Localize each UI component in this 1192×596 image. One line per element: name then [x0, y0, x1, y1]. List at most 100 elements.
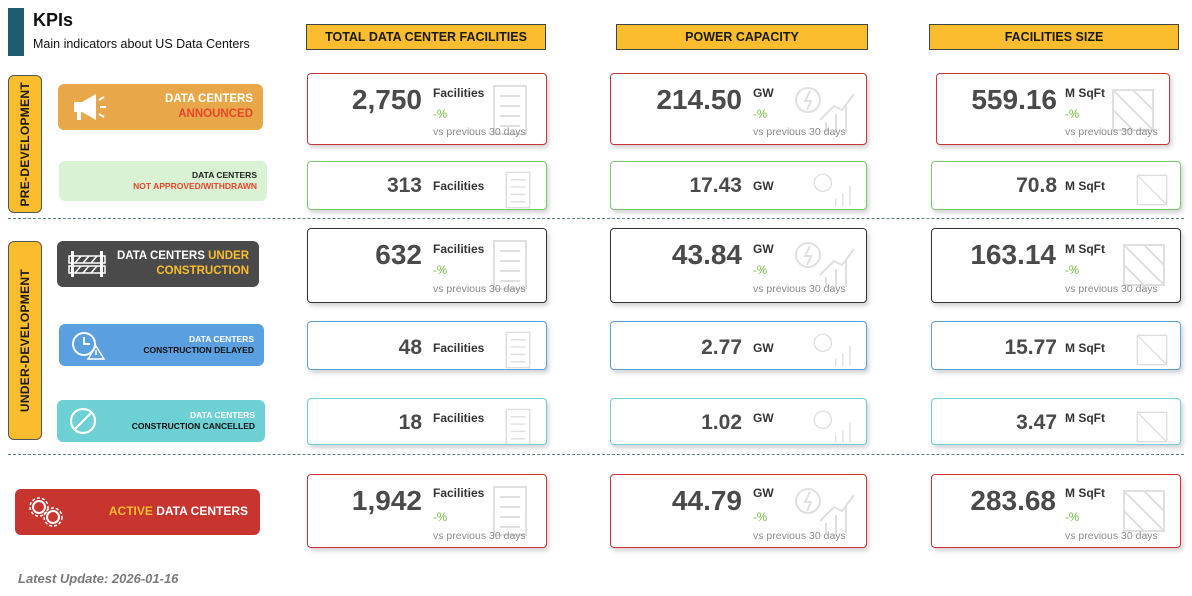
kpi-change: -%: [753, 109, 768, 121]
kpi-unit: Facilities: [433, 179, 485, 193]
category-construction-cancelled[interactable]: DATA CENTERS CONSTRUCTION CANCELLED: [57, 400, 265, 442]
kpi-unit: GW: [753, 242, 774, 256]
category-label-highlight: UNDER: [208, 250, 249, 263]
server-icon: [493, 486, 527, 536]
area-icon: [1136, 411, 1168, 443]
server-icon: [505, 408, 531, 444]
kpi-unit: M SqFt: [1065, 411, 1105, 425]
clock-warning-icon: [72, 332, 106, 360]
kpi-value: 559.16: [971, 84, 1057, 115]
kpi-unit: Facilities: [433, 486, 485, 500]
kpi-unit: Facilities: [433, 411, 485, 425]
area-icon: [1112, 89, 1154, 131]
kpi-card-delayed-size[interactable]: 15.77 M SqFt: [931, 321, 1181, 370]
megaphone-icon: [74, 94, 106, 120]
kpi-card-cancelled-facilities[interactable]: 18 Facilities: [307, 398, 547, 445]
kpi-card-not-approved-power[interactable]: 17.43 GW: [610, 161, 867, 210]
kpi-unit: GW: [753, 411, 774, 425]
section-divider: [8, 218, 1184, 219]
power-chart-icon: [795, 87, 855, 132]
kpi-unit: Facilities: [433, 86, 485, 100]
server-icon: [505, 331, 531, 369]
kpi-card-active-size[interactable]: 283.68 M SqFt -% vs previous 30 days: [931, 474, 1181, 548]
kpi-unit: GW: [753, 486, 774, 500]
kpi-card-announced-size[interactable]: 559.16 M SqFt -% vs previous 30 days: [936, 73, 1170, 145]
kpi-change: -%: [433, 265, 448, 277]
kpi-value: 3.47: [1016, 411, 1057, 434]
kpi-value: 163.14: [970, 239, 1056, 270]
kpi-value: 70.8: [1016, 174, 1057, 197]
barrier-icon: [68, 251, 106, 277]
kpi-value: 632: [375, 239, 422, 270]
kpi-value: 214.50: [656, 84, 742, 115]
kpi-card-construction-size[interactable]: 163.14 M SqFt -% vs previous 30 days: [931, 228, 1181, 303]
server-icon: [505, 171, 531, 209]
power-chart-icon: [795, 488, 855, 533]
category-label: DATA CENTERS: [152, 504, 248, 519]
kpi-unit: M SqFt: [1065, 242, 1105, 256]
category-announced[interactable]: DATA CENTERS ANNOUNCED: [58, 84, 263, 130]
kpi-card-not-approved-size[interactable]: 70.8 M SqFt: [931, 161, 1181, 210]
kpi-comparison: vs previous 30 days: [433, 283, 526, 295]
kpi-value: 2.77: [701, 336, 742, 359]
section-divider: [8, 454, 1184, 455]
kpi-card-delayed-power[interactable]: 2.77 GW: [610, 321, 867, 370]
kpi-value: 17.43: [689, 174, 742, 197]
kpi-card-not-approved-facilities[interactable]: 313 Facilities: [307, 161, 547, 210]
kpi-card-announced-power[interactable]: 214.50 GW -% vs previous 30 days: [610, 73, 867, 145]
kpi-value: 48: [398, 336, 422, 359]
kpi-unit: GW: [753, 179, 774, 193]
kpi-change: -%: [1065, 512, 1080, 524]
kpi-card-delayed-facilities[interactable]: 48 Facilities: [307, 321, 547, 370]
latest-update: Latest Update: 2026-01-16: [18, 571, 179, 586]
category-label-highlight: CONSTRUCTION CANCELLED: [131, 421, 255, 431]
category-active[interactable]: ACTIVE DATA CENTERS: [15, 489, 260, 535]
category-label-highlight: CONSTRUCTION: [156, 265, 249, 277]
section-label: UNDER-DEVELOPMENT: [18, 268, 32, 413]
kpi-unit: M SqFt: [1065, 341, 1105, 355]
kpi-comparison: vs previous 30 days: [1065, 126, 1158, 138]
kpi-value: 15.77: [1004, 336, 1057, 359]
category-label: DATA CENTERS: [189, 409, 255, 420]
kpi-comparison: vs previous 30 days: [433, 530, 526, 542]
power-chart-icon: [813, 173, 851, 206]
section-pre-development: PRE-DEVELOPMENT: [8, 75, 42, 213]
area-icon: [1136, 334, 1168, 366]
category-not-approved[interactable]: DATA CENTERS NOT APPROVED/WITHDRAWN: [59, 161, 267, 201]
kpi-card-construction-power[interactable]: 43.84 GW -% vs previous 30 days: [610, 228, 867, 303]
kpi-value: 1.02: [701, 411, 742, 434]
title-accent-bar: [8, 8, 24, 56]
kpi-change: -%: [753, 265, 768, 277]
area-icon: [1123, 490, 1165, 532]
category-label: DATA CENTERS: [165, 93, 253, 106]
power-chart-icon: [795, 242, 855, 287]
kpi-change: -%: [433, 109, 448, 121]
kpi-unit: M SqFt: [1065, 179, 1105, 193]
kpi-value: 44.79: [671, 485, 742, 516]
kpi-change: -%: [1065, 109, 1080, 121]
category-label: DATA CENTERS: [188, 333, 254, 344]
kpi-card-active-power[interactable]: 44.79 GW -% vs previous 30 days: [610, 474, 867, 548]
category-construction-delayed[interactable]: DATA CENTERS CONSTRUCTION DELAYED: [59, 324, 264, 366]
kpi-card-cancelled-size[interactable]: 3.47 M SqFt: [931, 398, 1181, 445]
kpi-value: 283.68: [970, 485, 1056, 516]
server-icon: [493, 85, 527, 135]
kpi-unit: Facilities: [433, 242, 485, 256]
category-under-construction[interactable]: DATA CENTERS UNDER CONSTRUCTION: [57, 241, 259, 287]
kpi-comparison: vs previous 30 days: [753, 530, 846, 542]
kpi-comparison: vs previous 30 days: [433, 126, 526, 138]
category-label-highlight: ACTIVE: [108, 504, 153, 519]
column-header-facilities: TOTAL DATA CENTER FACILITIES: [306, 24, 546, 50]
server-icon: [493, 240, 527, 290]
kpi-comparison: vs previous 30 days: [753, 283, 846, 295]
category-label-highlight: ANNOUNCED: [178, 108, 253, 120]
category-label: DATA CENTERS: [191, 169, 257, 180]
category-label: DATA CENTERS: [116, 250, 209, 263]
kpi-card-construction-facilities[interactable]: 632 Facilities -% vs previous 30 days: [307, 228, 547, 303]
kpi-card-cancelled-power[interactable]: 1.02 GW: [610, 398, 867, 445]
kpi-unit: M SqFt: [1065, 486, 1105, 500]
kpi-card-active-facilities[interactable]: 1,942 Facilities -% vs previous 30 days: [307, 474, 547, 548]
kpi-card-announced-facilities[interactable]: 2,750 Facilities -% vs previous 30 days: [307, 73, 547, 145]
kpi-unit: Facilities: [433, 341, 485, 355]
gears-icon: [29, 497, 63, 527]
